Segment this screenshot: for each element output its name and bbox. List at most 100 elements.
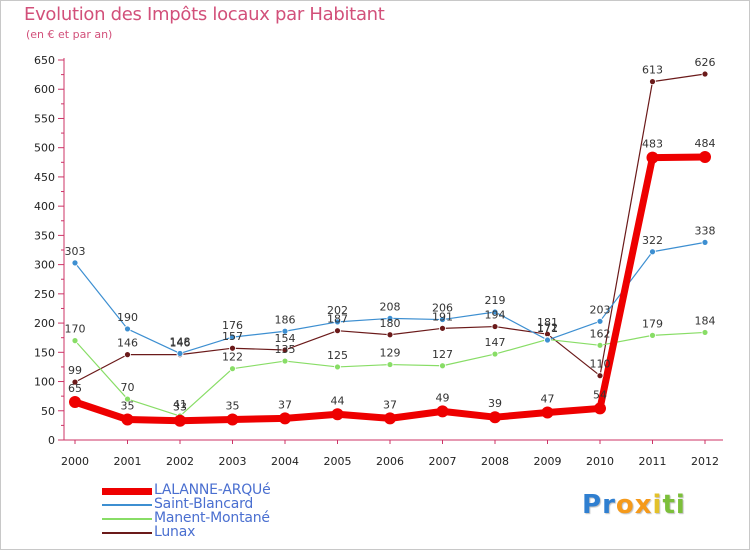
data-point — [439, 316, 446, 323]
series-points — [69, 70, 711, 427]
data-point — [701, 329, 709, 336]
y-tick-label: 200 — [34, 317, 55, 330]
data-label: 303 — [65, 245, 86, 258]
y-tick-label: 150 — [34, 346, 55, 359]
data-label: 70 — [121, 381, 135, 394]
data-point — [596, 317, 604, 325]
data-point — [491, 350, 499, 358]
data-label: 190 — [117, 311, 138, 324]
legend-swatch — [102, 518, 152, 520]
data-point — [229, 365, 236, 373]
data-label: 41 — [173, 398, 187, 411]
data-label: 129 — [380, 347, 401, 360]
data-point — [71, 259, 79, 267]
data-point — [701, 70, 709, 78]
data-label: 35 — [121, 400, 135, 413]
y-tick-label: 250 — [34, 288, 55, 301]
data-label: 125 — [327, 349, 348, 362]
data-point — [491, 323, 499, 330]
data-point — [646, 151, 659, 164]
logo-letter: t — [662, 490, 676, 520]
logo-letter: i — [652, 490, 663, 520]
y-tick-label: 400 — [34, 200, 55, 213]
data-point — [124, 325, 131, 333]
data-label: 203 — [590, 303, 611, 316]
data-label: 146 — [117, 337, 138, 350]
y-tick-label: 550 — [34, 112, 55, 125]
data-label: 122 — [222, 351, 243, 364]
data-label: 322 — [642, 234, 663, 247]
data-point — [176, 350, 184, 357]
data-point — [174, 414, 186, 427]
data-point — [71, 337, 79, 345]
data-label: 181 — [537, 316, 558, 329]
data-point — [124, 395, 131, 403]
data-label: 170 — [65, 323, 86, 336]
legend-label: Lunax — [154, 524, 196, 540]
y-tick-label: 500 — [34, 142, 55, 155]
data-label: 49 — [436, 391, 450, 404]
data-label: 338 — [695, 224, 716, 237]
data-point — [544, 336, 551, 344]
data-point — [541, 406, 554, 419]
data-label: 54 — [593, 388, 607, 401]
data-point — [489, 411, 501, 424]
axes: 0 50 100 150 200 250 300 350 400 450 500 550 600 650 2… — [34, 54, 723, 468]
data-point — [69, 396, 81, 408]
data-label: 99 — [68, 364, 82, 377]
data-label: 37 — [278, 398, 292, 411]
data-label: 171 — [537, 322, 558, 335]
data-point — [649, 331, 656, 339]
data-point — [71, 378, 79, 386]
data-label: 110 — [590, 358, 611, 371]
data-label: 180 — [380, 317, 401, 330]
data-point — [121, 413, 134, 426]
legend-swatch — [102, 504, 152, 506]
data-point — [436, 405, 449, 418]
data-point — [439, 324, 446, 332]
data-point — [594, 402, 606, 415]
data-label: 172 — [537, 321, 558, 334]
data-point — [281, 346, 289, 354]
x-tick-label: 2007 — [429, 455, 457, 468]
data-label: 65 — [68, 382, 82, 395]
data-point — [649, 248, 656, 256]
logo-letter: o — [615, 490, 635, 520]
legend-label: Manent-Montané — [154, 510, 270, 526]
logo-letter: x — [634, 490, 653, 520]
data-point — [124, 351, 131, 359]
data-label: 483 — [642, 138, 663, 151]
data-label: 162 — [590, 327, 611, 340]
data-label: 135 — [275, 343, 296, 356]
data-label: 186 — [275, 313, 296, 326]
x-tick-label: 2004 — [271, 455, 299, 468]
x-tick-label: 2008 — [481, 455, 509, 468]
data-label: 39 — [488, 397, 502, 410]
y-tick-label: 650 — [34, 54, 55, 67]
x-tick-label: 2003 — [219, 455, 247, 468]
x-tick-label: 2000 — [61, 455, 89, 468]
y-tick-label: 450 — [34, 171, 55, 184]
data-point — [386, 314, 394, 322]
data-label: 148 — [170, 335, 191, 348]
y-tick-label: 100 — [34, 376, 55, 389]
data-label: 219 — [485, 294, 506, 307]
legend-swatch — [102, 532, 152, 534]
data-point — [699, 151, 711, 164]
series-lines — [71, 73, 709, 425]
data-point — [439, 362, 446, 370]
x-tick-label: 2009 — [534, 455, 562, 468]
series-line-0 — [71, 153, 709, 425]
y-tick-label: 600 — [34, 83, 55, 96]
data-point — [386, 331, 394, 339]
data-label: 206 — [432, 302, 453, 315]
x-tick-label: 2006 — [376, 455, 404, 468]
data-point — [384, 412, 396, 425]
data-point — [229, 333, 236, 341]
data-point — [701, 238, 709, 246]
proxiti-logo: Proxiti — [582, 490, 686, 520]
data-label: 613 — [642, 64, 663, 77]
chart-subtitle: (en € et par an) — [26, 28, 113, 41]
data-label: 47 — [541, 393, 555, 406]
